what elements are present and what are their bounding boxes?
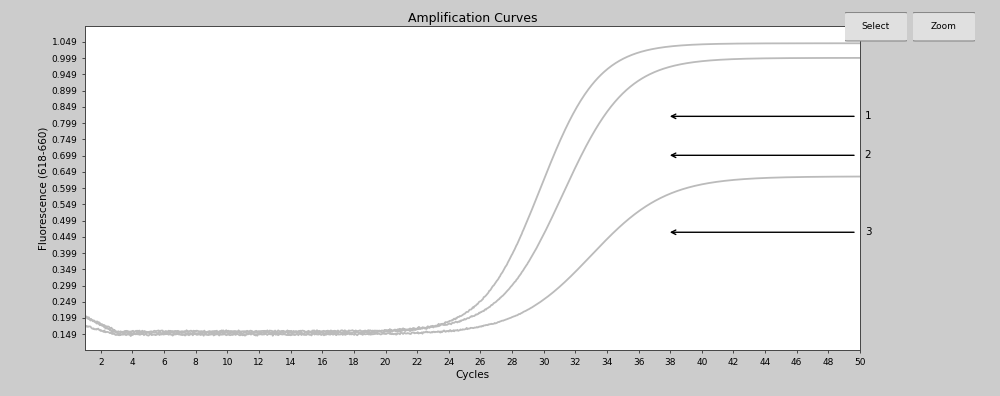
FancyBboxPatch shape [912,12,976,41]
Text: 2: 2 [865,150,871,160]
X-axis label: Cycles: Cycles [455,370,490,380]
Text: Zoom: Zoom [931,22,957,31]
Text: 3: 3 [865,227,871,237]
FancyBboxPatch shape [844,12,908,41]
Text: 1: 1 [865,111,871,121]
Y-axis label: Fluorescence (618-660): Fluorescence (618-660) [39,126,49,250]
Title: Amplification Curves: Amplification Curves [408,11,537,25]
Text: Select: Select [862,22,890,31]
